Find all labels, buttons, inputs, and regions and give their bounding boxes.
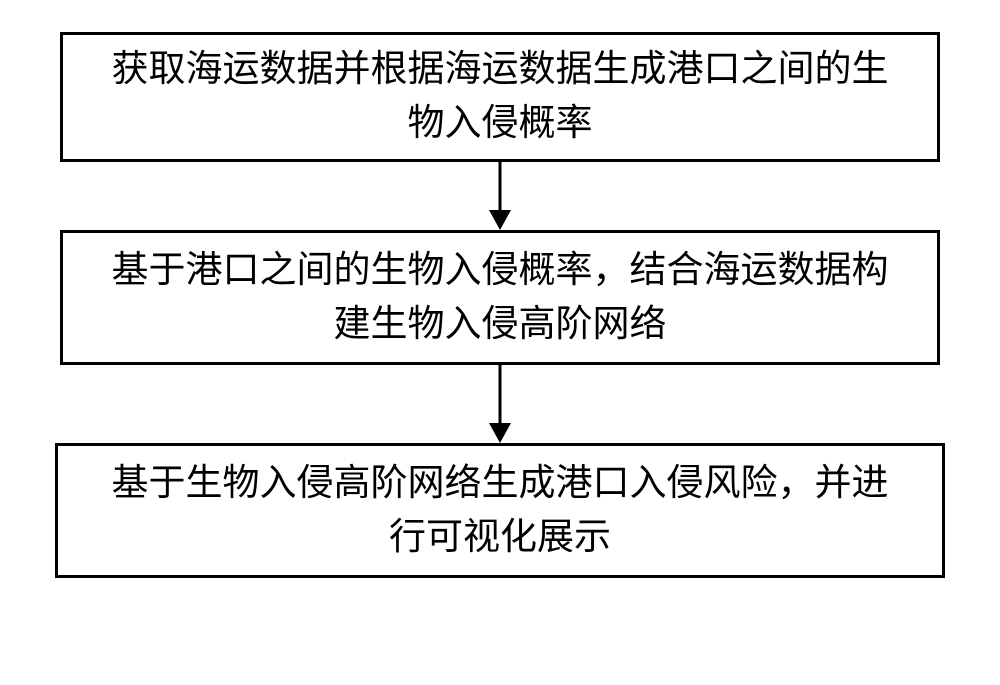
arrow-down-icon <box>485 365 515 443</box>
flow-node-3: 基于生物入侵高阶网络生成港口入侵风险，并进 行可视化展示 <box>55 443 945 578</box>
arrow-down-icon <box>485 162 515 230</box>
flow-arrow-2 <box>485 365 515 443</box>
flow-node-2: 基于港口之间的生物入侵概率，结合海运数据构 建生物入侵高阶网络 <box>60 230 940 365</box>
flow-node-2-line2: 建生物入侵高阶网络 <box>334 298 667 352</box>
flowchart-container: 获取海运数据并根据海运数据生成港口之间的生 物入侵概率 基于港口之间的生物入侵概… <box>0 0 1000 578</box>
flow-node-1-line1: 获取海运数据并根据海运数据生成港口之间的生 <box>112 43 889 97</box>
flow-node-1: 获取海运数据并根据海运数据生成港口之间的生 物入侵概率 <box>60 32 940 162</box>
flow-node-2-line1: 基于港口之间的生物入侵概率，结合海运数据构 <box>112 244 889 298</box>
flow-node-1-line2: 物入侵概率 <box>408 97 593 151</box>
flow-node-3-line2: 行可视化展示 <box>389 511 611 565</box>
flow-node-3-line1: 基于生物入侵高阶网络生成港口入侵风险，并进 <box>112 457 889 511</box>
flow-arrow-1 <box>485 162 515 230</box>
